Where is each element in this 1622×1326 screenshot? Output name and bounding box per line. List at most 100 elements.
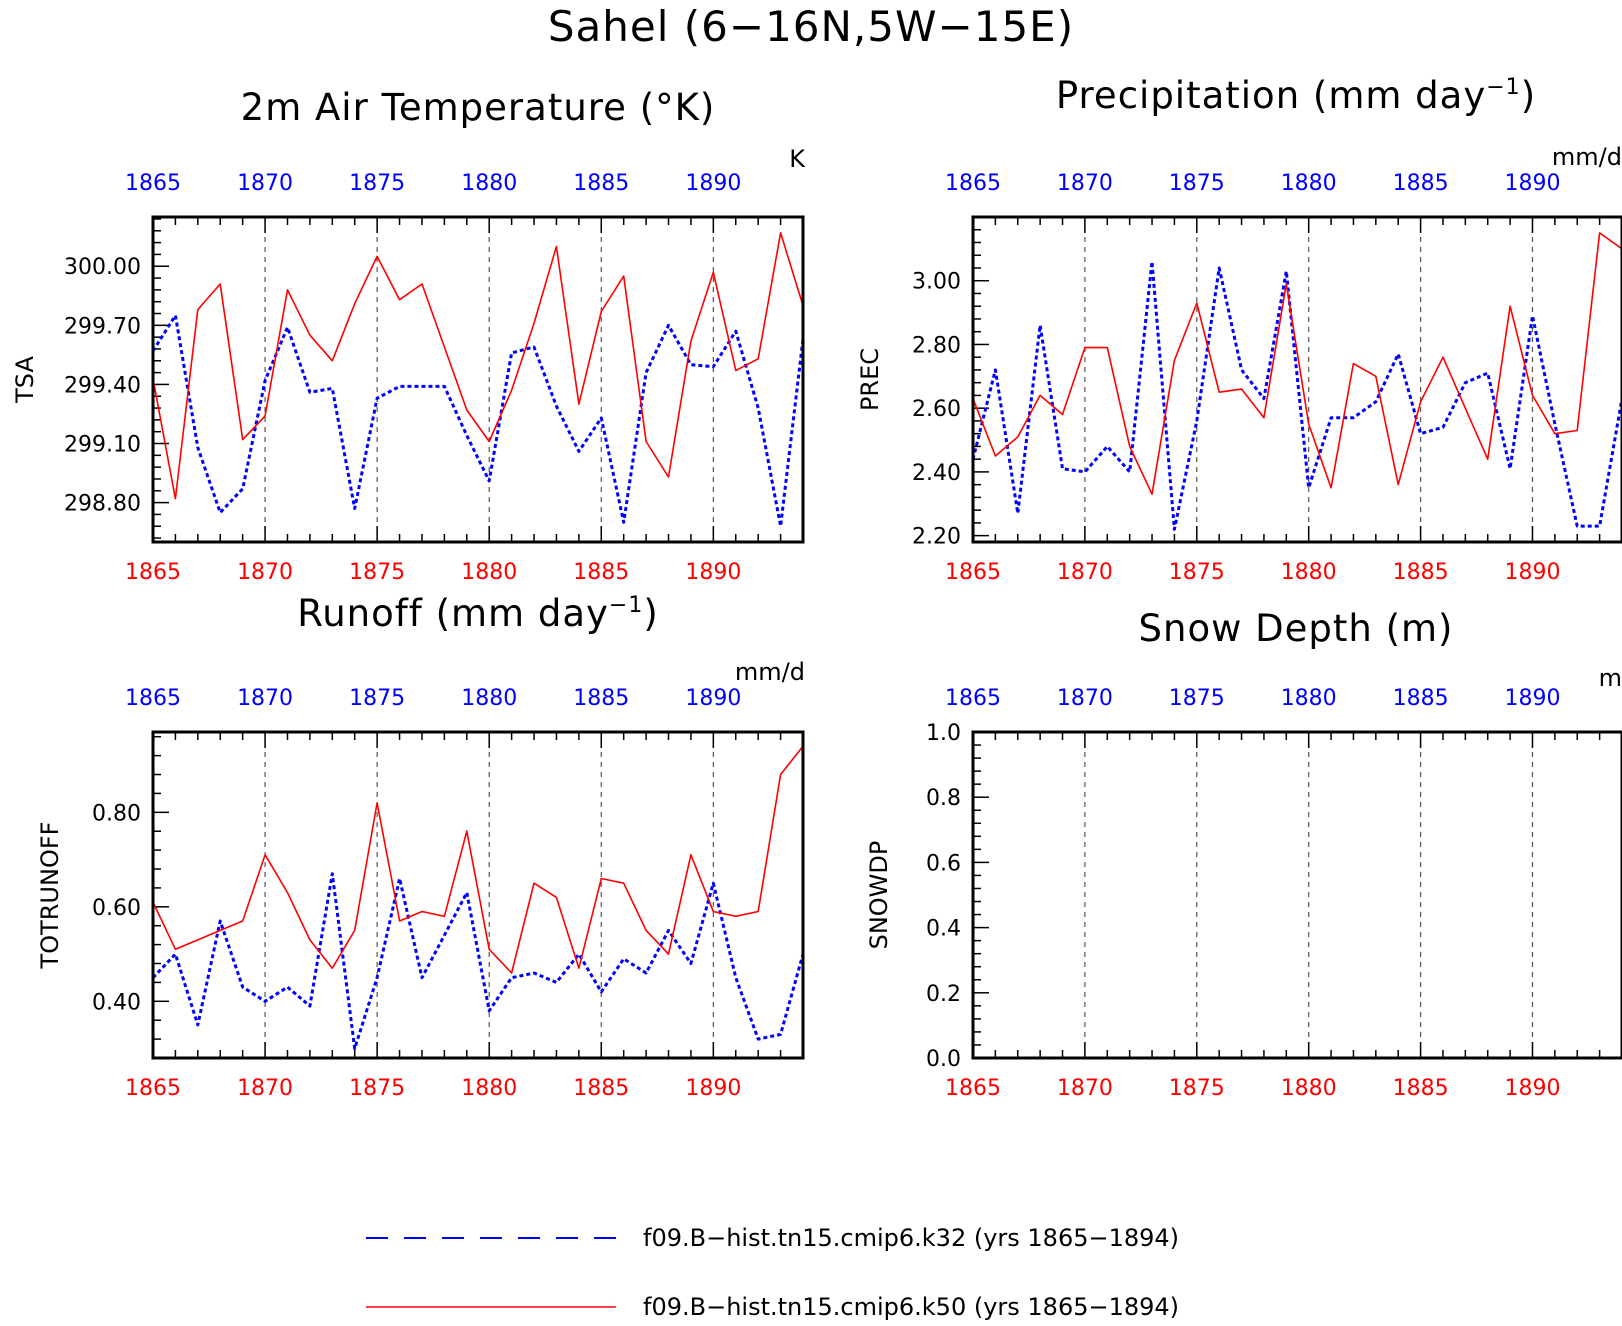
- y-axis-label: SNOWDP: [865, 841, 893, 950]
- x-tick-label-top: 1875: [1169, 171, 1225, 196]
- x-tick-label-bottom: 1885: [1393, 1076, 1449, 1101]
- series-line-k50: [152, 745, 804, 974]
- plot-frame: [151, 215, 805, 544]
- y-tick-label: 0.0: [926, 1047, 961, 1072]
- x-tick-label-top: 1880: [1281, 686, 1337, 711]
- series-line-k32: [151, 872, 805, 1051]
- x-tick-label-bottom: 1875: [349, 560, 405, 585]
- series-line-k32: [971, 260, 1622, 531]
- x-tick-label-bottom: 1885: [573, 560, 629, 585]
- x-tick-label-top: 1875: [1169, 686, 1225, 711]
- y-tick-label: 1.0: [926, 721, 961, 746]
- y-tick-label: 0.8: [926, 786, 961, 811]
- plot-frame: [971, 215, 1622, 544]
- y-tick-label: 298.80: [64, 492, 141, 517]
- x-tick-label-top: 1885: [1393, 171, 1449, 196]
- legend-label-k50: f09.B−hist.tn15.cmip6.k50 (yrs 1865−1894…: [643, 1293, 1179, 1321]
- x-tick-label-top: 1870: [237, 171, 293, 196]
- series-line-k50: [972, 232, 1622, 496]
- series-line-k50: [152, 232, 804, 500]
- y-tick-label: 299.10: [64, 433, 141, 458]
- title-suffix: ): [1521, 74, 1536, 117]
- units-label: mm/d: [1552, 143, 1622, 171]
- x-tick-label-bottom: 1870: [237, 1076, 293, 1101]
- y-tick-label: 300.00: [64, 255, 141, 280]
- x-tick-label-bottom: 1885: [573, 1076, 629, 1101]
- panel-precipitation: Precipitation (mm day−1) mm/d PREC 1865 1870…: [856, 74, 1622, 585]
- x-tick-label-bottom: 1880: [1281, 1076, 1337, 1101]
- panel-runoff: Runoff (mm day−1) mm/d TOTRUNOFF 1865 1870 18…: [36, 592, 805, 1101]
- x-tick-label-bottom: 1865: [945, 560, 1001, 585]
- plot-frame: [151, 730, 805, 1060]
- x-tick-label-bottom: 1870: [1057, 1076, 1113, 1101]
- x-tick-label-bottom: 1880: [461, 1076, 517, 1101]
- x-tick-label-top: 1880: [461, 171, 517, 196]
- x-tick-label-top: 1890: [1504, 171, 1560, 196]
- x-tick-label-top: 1890: [685, 686, 741, 711]
- y-tick-label: 299.70: [64, 314, 141, 339]
- x-tick-label-bottom: 1880: [461, 560, 517, 585]
- panel-title: Runoff (mm day−1): [297, 592, 659, 635]
- x-tick-label-bottom: 1875: [1169, 1076, 1225, 1101]
- x-tick-label-top: 1865: [125, 686, 181, 711]
- x-tick-label-bottom: 1865: [125, 1076, 181, 1101]
- x-tick-label-top: 1870: [1057, 686, 1113, 711]
- y-tick-label: 0.80: [92, 801, 141, 826]
- x-tick-label-bottom: 1885: [1393, 560, 1449, 585]
- units-label: mm/d: [735, 658, 805, 686]
- y-axis-label: PREC: [856, 348, 884, 411]
- panel-title: 2m Air Temperature (°K): [241, 86, 716, 129]
- units-label: m: [1599, 664, 1622, 692]
- x-tick-label-bottom: 1870: [1057, 560, 1113, 585]
- y-axis-label: TOTRUNOFF: [36, 822, 64, 970]
- title-superscript: −1: [1486, 75, 1520, 100]
- x-tick-label-top: 1865: [945, 171, 1001, 196]
- series-line-k32: [151, 314, 805, 528]
- panel-snow-depth: Snow Depth (m) m SNOWDP 1865 1870 1875 1880 188…: [865, 607, 1622, 1101]
- y-tick-label: 0.4: [926, 917, 961, 942]
- x-tick-label-bottom: 1870: [237, 560, 293, 585]
- y-tick-label: 0.60: [92, 896, 141, 921]
- x-tick-label-top: 1890: [685, 171, 741, 196]
- x-tick-label-bottom: 1890: [685, 1076, 741, 1101]
- y-tick-label: 0.2: [926, 982, 961, 1007]
- x-tick-label-top: 1885: [573, 171, 629, 196]
- x-tick-label-bottom: 1890: [1504, 1076, 1560, 1101]
- main-title: Sahel (6−16N,5W−15E): [548, 2, 1074, 51]
- panel-temperature: 2m Air Temperature (°K) K TSA 1865 1870 1875 1…: [11, 86, 806, 585]
- x-tick-label-top: 1870: [237, 686, 293, 711]
- y-tick-label: 3.00: [912, 270, 961, 295]
- x-tick-label-bottom: 1875: [1169, 560, 1225, 585]
- x-tick-label-bottom: 1865: [945, 1076, 1001, 1101]
- x-tick-label-bottom: 1890: [1504, 560, 1560, 585]
- panel-title: Precipitation (mm day−1): [1056, 74, 1536, 117]
- panel-title: Snow Depth (m): [1139, 607, 1454, 650]
- x-tick-label-top: 1890: [1504, 686, 1560, 711]
- x-tick-label-top: 1865: [945, 686, 1001, 711]
- y-tick-label: 299.40: [64, 373, 141, 398]
- y-tick-label: 2.40: [912, 461, 961, 486]
- legend: f09.B−hist.tn15.cmip6.k32 (yrs 1865−1894…: [366, 1224, 1179, 1321]
- y-tick-label: 0.40: [92, 990, 141, 1015]
- y-tick-label: 2.20: [912, 525, 961, 550]
- x-tick-label-top: 1875: [349, 171, 405, 196]
- y-tick-label: 0.6: [926, 851, 961, 876]
- x-tick-label-top: 1870: [1057, 171, 1113, 196]
- x-tick-label-top: 1865: [125, 171, 181, 196]
- x-tick-label-bottom: 1875: [349, 1076, 405, 1101]
- x-tick-label-top: 1885: [1393, 686, 1449, 711]
- x-tick-label-top: 1880: [1281, 171, 1337, 196]
- units-label: K: [789, 145, 806, 173]
- x-tick-label-bottom: 1890: [685, 560, 741, 585]
- legend-label-k32: f09.B−hist.tn15.cmip6.k32 (yrs 1865−1894…: [643, 1224, 1179, 1252]
- y-tick-label: 2.80: [912, 333, 961, 358]
- y-tick-label: 2.60: [912, 397, 961, 422]
- title-superscript: −1: [609, 593, 643, 618]
- x-tick-label-top: 1875: [349, 686, 405, 711]
- x-tick-label-top: 1885: [573, 686, 629, 711]
- x-tick-label-bottom: 1865: [125, 560, 181, 585]
- plot-frame: [971, 730, 1622, 1060]
- y-axis-label: TSA: [11, 356, 39, 404]
- x-tick-label-top: 1880: [461, 686, 517, 711]
